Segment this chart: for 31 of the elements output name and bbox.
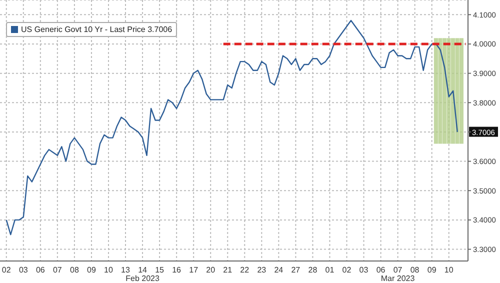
x-tick-label: 09 — [427, 266, 437, 275]
text: Feb 2023 — [124, 274, 160, 283]
x-tick-label: 08 — [410, 266, 420, 275]
x-tick-label: 07 — [52, 266, 62, 275]
x-tick-label: 21 — [223, 266, 233, 275]
x-tick-label: 22 — [240, 266, 250, 275]
x-tick-label: 06 — [376, 266, 386, 275]
x-tick-label: 16 — [172, 266, 182, 275]
x-tick-label: 23 — [257, 266, 267, 275]
x-tick-label: 09 — [87, 266, 96, 275]
x-tick-label: 08 — [70, 266, 80, 275]
x-tick-label: 03 — [359, 266, 369, 275]
x-tick-label: 01 — [325, 266, 335, 275]
x-tick-label: 03 — [18, 266, 28, 275]
x-tick-label: 15 — [155, 266, 165, 275]
x-tick-label: 14 — [138, 266, 148, 275]
x-tick-label: 28 — [308, 266, 318, 275]
x-tick-label: 06 — [36, 266, 46, 275]
x-tick-label: 20 — [206, 266, 216, 275]
x-tick-label: 02 — [2, 266, 12, 275]
legend-label: US Generic Govt 10 Yr - Last Price 3.7006 — [21, 25, 172, 34]
x-tick-label: 24 — [274, 266, 284, 275]
x-tick-label: 27 — [291, 266, 301, 275]
x-tick-label: 02 — [342, 266, 352, 275]
x-tick-label: 13 — [121, 266, 131, 275]
x-tick-label: 17 — [189, 266, 199, 275]
text: Mar 2023 — [380, 274, 416, 283]
line-series — [6, 20, 458, 236]
x-tick-label: 10 — [104, 266, 114, 275]
x-tick-label: 07 — [393, 266, 403, 275]
x-tick-label: 10 — [444, 266, 454, 275]
